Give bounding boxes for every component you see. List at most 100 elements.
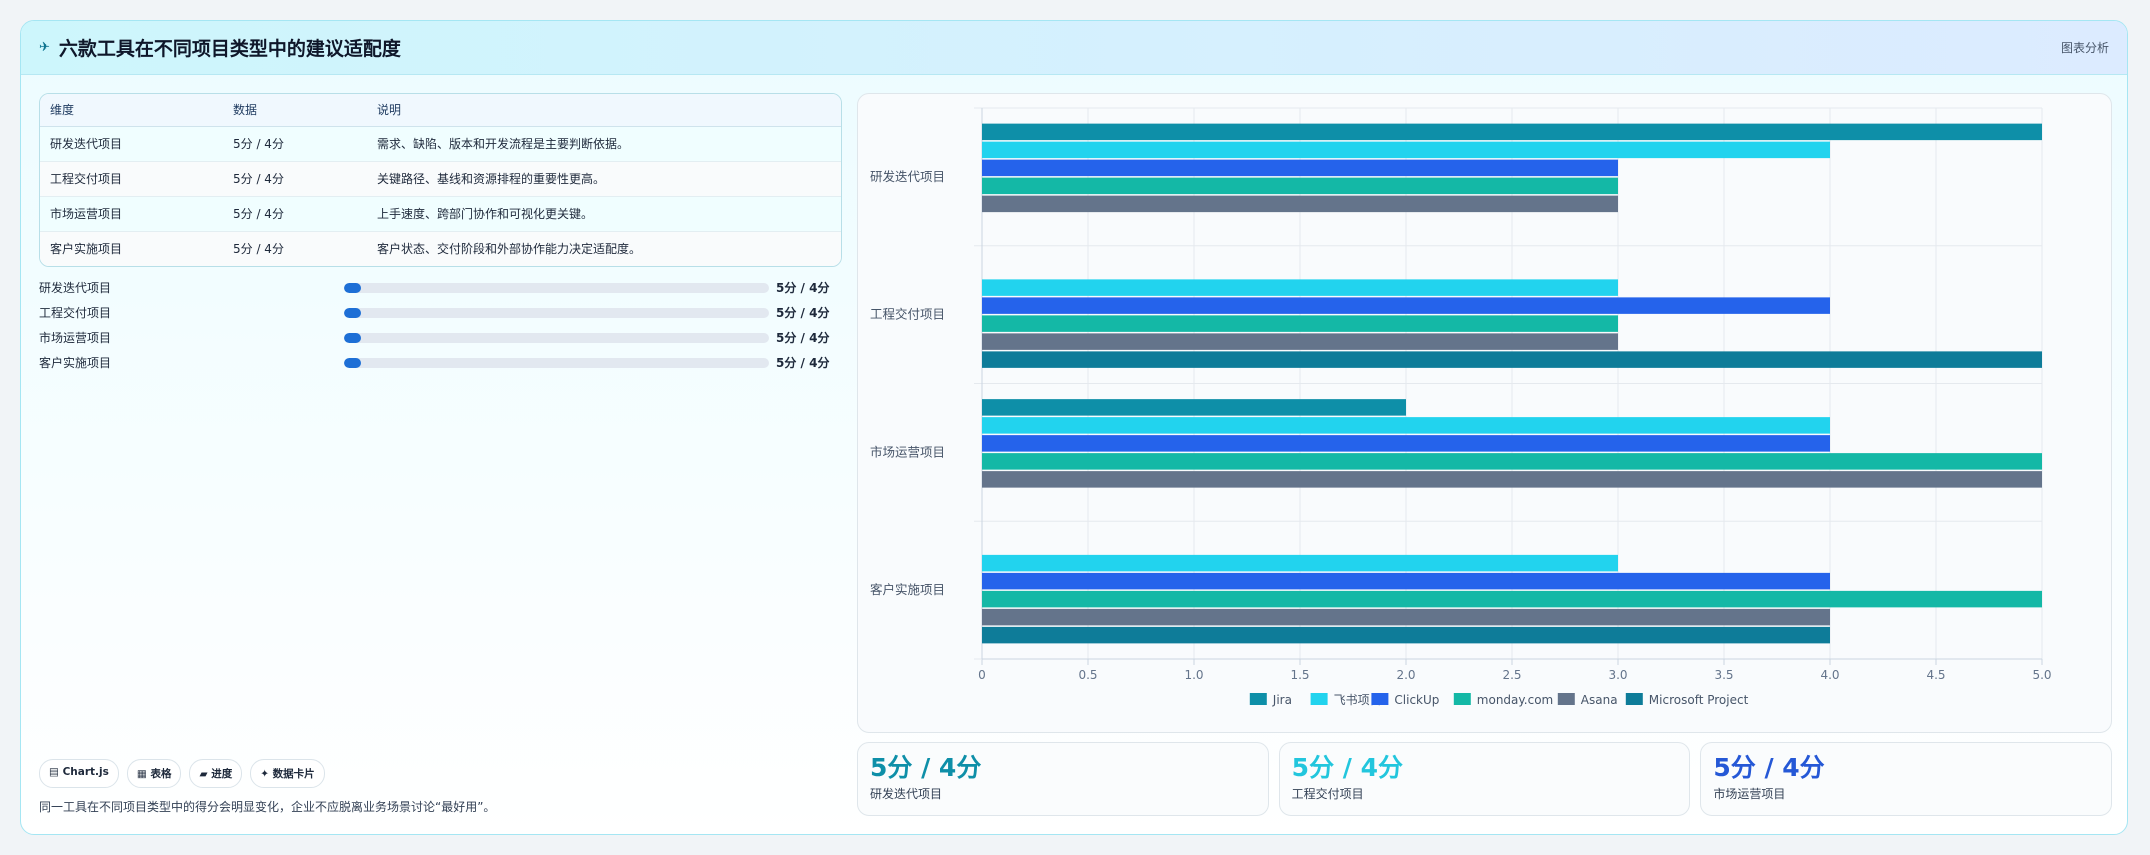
x-tick-label: 5.0 [2032, 668, 2051, 682]
bar [982, 177, 1618, 195]
progress-track [344, 332, 769, 343]
bar-chart: 0 0.5 1.0 1.5 2.0 2.5 3.0 3.5 4.0 4.5 5.0 研发迭代项目工程交… [870, 107, 2052, 707]
bar [982, 123, 2042, 141]
kpi-value: 5分 / 4分 [870, 753, 982, 782]
bar [982, 453, 2042, 470]
progress-value: 5分 / 4分 [776, 356, 830, 370]
feature-chips: ▤ Chart.js ▦ 表格 ▰ 进度 ✦ 数据卡片 [39, 759, 325, 788]
card-header: ✈ 六款工具在不同项目类型中的建议适配度 图表分析 [21, 21, 2127, 75]
kpi-value: 5分 / 4分 [1291, 753, 1404, 782]
kpi-label: 工程交付项目 [1291, 787, 1364, 801]
progress-row: 市场运营项目 5分 / 4分 [39, 325, 842, 350]
bar [982, 333, 1618, 350]
x-tick-label: 3.0 [1608, 668, 1627, 682]
table-cell: 上手速度、跨部门协作和可视化更关键。 [377, 196, 841, 232]
satellite-icon: ✈ [39, 40, 50, 55]
bar [982, 159, 1618, 177]
legend-swatch [1625, 693, 1643, 705]
progress-track [344, 282, 769, 293]
progress-label: 工程交付项目 [39, 306, 112, 320]
legend-label: monday.com [1477, 693, 1553, 707]
x-tick-label: 0.5 [1078, 668, 1097, 682]
table-cell: 工程交付项目 [40, 161, 233, 197]
column-header: 数据 [233, 94, 377, 127]
kpi-row: 5分 / 4分 研发迭代项目 5分 / 4分 工程交付项目 5分 / 4分 市场… [857, 742, 2113, 816]
progress-list: 研发迭代项目 5分 / 4分 工程交付项目 5分 / 4分 市场运营项目 5分 … [39, 275, 842, 375]
x-tick-label: 0 [978, 668, 986, 682]
y-category-label: 市场运营项目 [870, 444, 945, 459]
progress-fill [344, 307, 361, 318]
progress-label: 研发迭代项目 [39, 281, 112, 295]
card-title-text: 六款工具在不同项目类型中的建议适配度 [58, 38, 401, 60]
kpi-card: 5分 / 4分 研发迭代项目 [857, 742, 1269, 816]
bar-chart-panel: 0 0.5 1.0 1.5 2.0 2.5 3.0 3.5 4.0 4.5 5.0 研发迭代项目 工程交… [857, 93, 2112, 733]
bar [982, 471, 2042, 488]
bar [982, 399, 1406, 416]
y-category-label: 工程交付项目 [870, 307, 945, 322]
chip-chartjs[interactable]: ▤ Chart.js [39, 759, 119, 788]
table-row: 客户实施项目 5分 / 4分 客户状态、交付阶段和外部协作能力决定适配度。 [40, 231, 841, 266]
table-cell: 需求、缺陷、版本和开发流程是主要判断依据。 [377, 126, 841, 162]
bar [982, 435, 1830, 452]
x-tick-label: 1.5 [1290, 668, 1309, 682]
table-cell: 研发迭代项目 [40, 126, 233, 162]
legend-label: Asana [1581, 693, 1618, 707]
progress-row: 工程交付项目 5分 / 4分 [39, 300, 842, 325]
card-title: ✈ 六款工具在不同项目类型中的建议适配度 [39, 34, 401, 61]
table-cell: 5分 / 4分 [233, 231, 377, 266]
x-tick-label: 1.0 [1184, 668, 1203, 682]
table-cell: 客户状态、交付阶段和外部协作能力决定适配度。 [377, 231, 841, 266]
legend-label: 飞书项目 [1334, 693, 1382, 707]
chart-analysis-tag: 图表分析 [2060, 41, 2109, 55]
progress-value: 5分 / 4分 [776, 331, 830, 345]
bar [982, 608, 1830, 626]
bar [982, 351, 2042, 368]
chip-data-cards[interactable]: ✦ 数据卡片 [250, 759, 325, 788]
legend-label: Microsoft Project [1649, 693, 1749, 707]
progress-fill [344, 357, 361, 368]
progress-value: 5分 / 4分 [776, 306, 830, 320]
y-category-label: 客户实施项目 [870, 582, 945, 597]
kpi-card: 5分 / 4分 市场运营项目 [1700, 742, 2113, 816]
progress-value: 5分 / 4分 [776, 281, 830, 295]
x-tick-label: 4.5 [1926, 668, 1945, 682]
table-cell: 5分 / 4分 [233, 161, 377, 197]
bar [982, 572, 1830, 590]
table-cell: 客户实施项目 [40, 231, 233, 266]
chip-table[interactable]: ▦ 表格 [126, 759, 182, 788]
chip-progress[interactable]: ▰ 进度 [189, 759, 243, 788]
kpi-label: 市场运营项目 [1713, 787, 1786, 801]
progress-track [344, 307, 769, 318]
bar [982, 590, 2042, 608]
bar [982, 195, 1618, 213]
bar [982, 554, 1618, 572]
chart-card: ✈ 六款工具在不同项目类型中的建议适配度 图表分析 维度 数据 说明 研发迭代项… [20, 20, 2128, 835]
bar [982, 417, 1830, 434]
bar [982, 297, 1830, 314]
progress-row: 研发迭代项目 5分 / 4分 [39, 275, 842, 300]
progress-label: 客户实施项目 [39, 356, 112, 370]
bar [982, 279, 1618, 296]
x-tick-label: 2.5 [1502, 668, 1521, 682]
legend-swatch [1453, 693, 1471, 705]
kpi-value: 5分 / 4分 [1713, 753, 1825, 782]
progress-track [344, 357, 769, 368]
table-cell: 关键路径、基线和资源排程的重要性更高。 [377, 161, 841, 197]
progress-label: 市场运营项目 [39, 331, 112, 345]
legend-swatch [1310, 693, 1328, 705]
progress-row: 客户实施项目 5分 / 4分 [39, 350, 842, 375]
column-header: 说明 [377, 94, 841, 127]
x-tick-label: 4.0 [1820, 668, 1839, 682]
x-tick-label: 2.0 [1396, 668, 1415, 682]
table-cell: 市场运营项目 [40, 196, 233, 232]
column-header: 维度 [40, 94, 233, 127]
bar [982, 626, 1830, 644]
table-cell: 5分 / 4分 [233, 196, 377, 232]
legend-swatch [1371, 693, 1389, 705]
legend-label: ClickUp [1394, 693, 1439, 707]
table-row: 研发迭代项目 5分 / 4分 需求、缺陷、版本和开发流程是主要判断依据。 [40, 126, 841, 162]
footer-note: 同一工具在不同项目类型中的得分会明显变化，企业不应脱离业务场景讨论“最好用”。 [39, 800, 496, 814]
bar [982, 315, 1618, 332]
kpi-label: 研发迭代项目 [870, 787, 943, 801]
table-cell: 5分 / 4分 [233, 126, 377, 162]
